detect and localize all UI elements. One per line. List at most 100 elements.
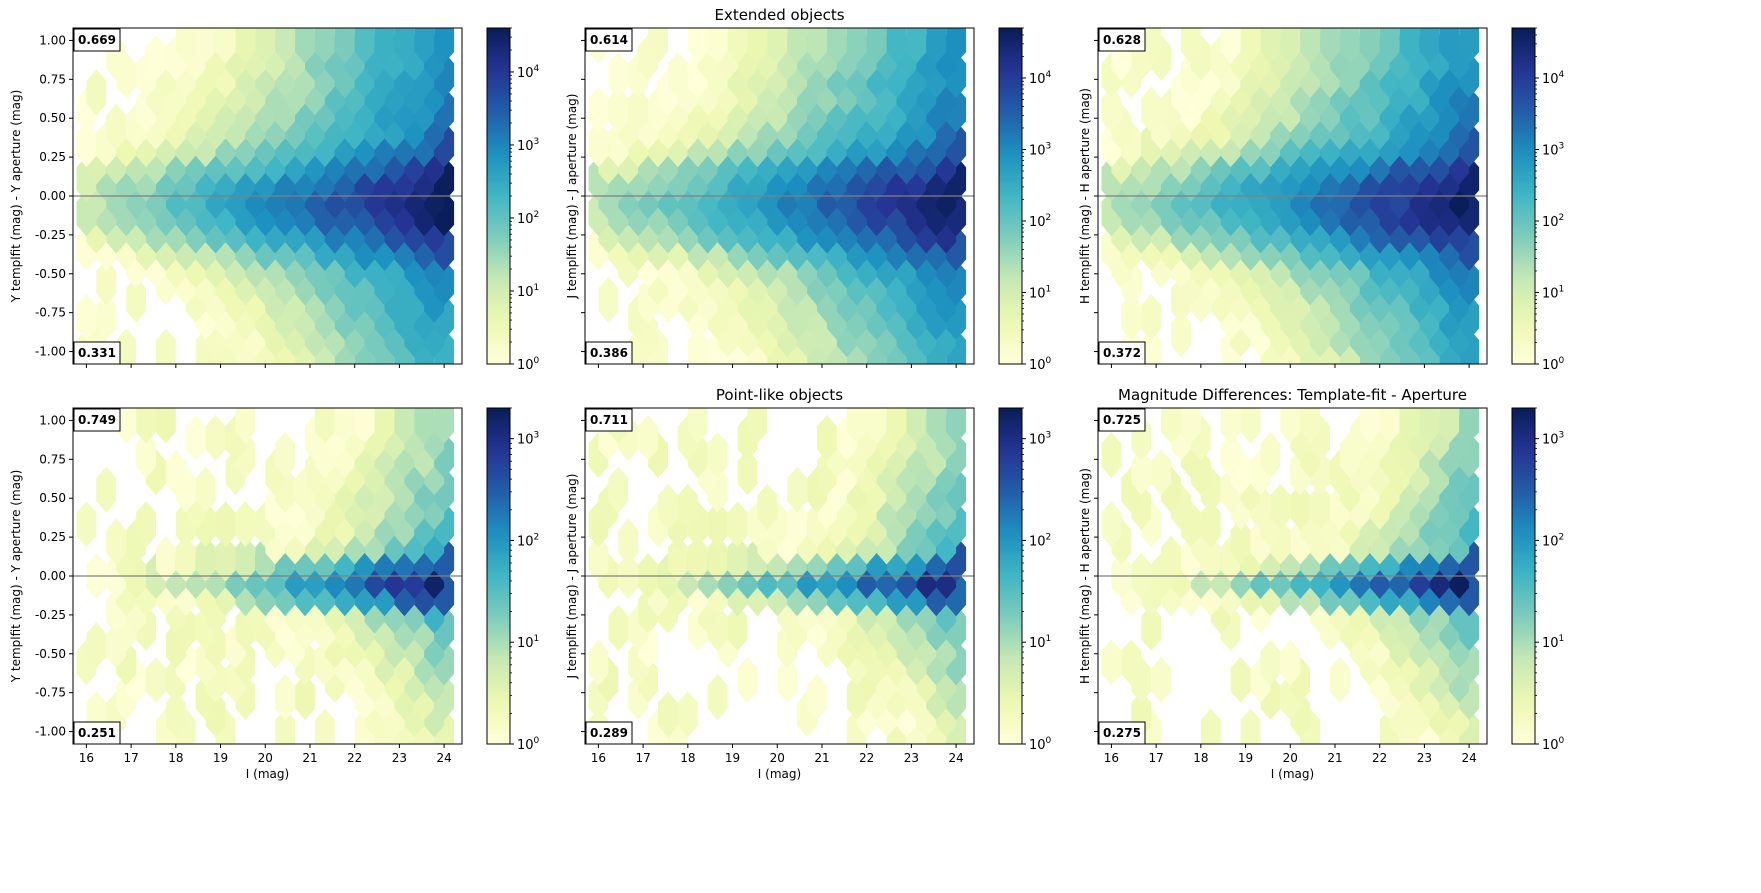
hex-bin bbox=[687, 328, 708, 364]
hex-bin bbox=[727, 604, 748, 651]
y-tick-label: 1.00 bbox=[39, 413, 66, 427]
hex-bin bbox=[205, 414, 226, 461]
fraction-below-box bbox=[73, 341, 121, 365]
x-tick-label: 24 bbox=[436, 751, 451, 765]
hex-bin bbox=[156, 408, 176, 444]
colorbar bbox=[998, 407, 1023, 745]
hex-bin bbox=[106, 518, 127, 565]
hex-bin bbox=[1101, 86, 1122, 133]
colorbar-tick-label: 103 bbox=[517, 431, 539, 448]
colorbar-tick-label: 100 bbox=[1029, 736, 1052, 753]
hex-bin bbox=[374, 408, 395, 444]
hex-bin bbox=[116, 328, 137, 364]
hex-bin bbox=[727, 501, 748, 548]
hex-bin bbox=[86, 69, 107, 116]
hex-bin bbox=[787, 466, 808, 513]
hex-bin bbox=[1240, 28, 1261, 64]
hex-bin bbox=[146, 656, 166, 703]
hex-bin bbox=[687, 535, 708, 582]
colorbar-tick-label: 103 bbox=[1029, 141, 1051, 158]
hex-bin bbox=[215, 535, 236, 582]
hex-bin bbox=[215, 28, 236, 64]
fraction-above-label: 0.711 bbox=[590, 413, 628, 427]
hex-bin bbox=[926, 28, 947, 64]
hex-bin bbox=[314, 28, 335, 64]
hex-bin bbox=[86, 622, 107, 669]
fraction-above-label: 0.749 bbox=[78, 413, 116, 427]
colorbar-tick-label: 104 bbox=[517, 64, 540, 81]
hex-bin bbox=[1161, 535, 1181, 582]
hex-bin bbox=[1359, 408, 1380, 444]
hex-bin bbox=[886, 28, 907, 64]
hex-bin bbox=[175, 535, 196, 582]
hex-bin bbox=[1330, 656, 1350, 703]
y-axis-label: J templfit (mag) - J aperture (mag) bbox=[565, 94, 579, 300]
hex-bin bbox=[1300, 408, 1321, 444]
hex-bin bbox=[1121, 639, 1142, 686]
fraction-above-label: 0.628 bbox=[1103, 33, 1141, 47]
hex-bin bbox=[1220, 28, 1241, 64]
hex-bin bbox=[946, 28, 967, 64]
hex-bin bbox=[668, 52, 688, 99]
hex-bin bbox=[334, 28, 355, 64]
hex-bin bbox=[1310, 483, 1330, 530]
hex-bin bbox=[906, 28, 927, 64]
hexbin-cells bbox=[76, 408, 455, 744]
y-tick-label: 0.00 bbox=[39, 569, 66, 583]
hex-bin bbox=[1339, 28, 1360, 64]
colorbar-tick-label: 102 bbox=[1542, 213, 1564, 230]
colorbar-tick-label: 100 bbox=[517, 356, 540, 373]
hex-bin bbox=[638, 414, 658, 461]
hex-bin bbox=[126, 276, 146, 323]
hex-bin bbox=[136, 501, 156, 548]
hex-bin bbox=[1101, 501, 1122, 548]
x-axis-label: I (mag) bbox=[758, 767, 801, 781]
colorbar-tick-label: 101 bbox=[517, 634, 539, 651]
y-tick-label: -0.75 bbox=[35, 306, 66, 320]
hex-bin bbox=[628, 86, 649, 133]
hexbin-panel-1: 1.00 0.75 0.50 0.25 0.00 -0.25 -0.50 -0.75 -1.00… bbox=[9, 27, 540, 373]
colorbar-tick-label: 103 bbox=[1542, 141, 1564, 158]
colorbar bbox=[486, 27, 511, 365]
y-tick-label: 1.00 bbox=[39, 33, 66, 47]
hex-bin bbox=[1230, 518, 1251, 565]
hex-bin bbox=[608, 466, 629, 513]
fraction-below-label: 0.289 bbox=[590, 726, 628, 740]
hex-bin bbox=[926, 408, 947, 444]
hex-bin bbox=[707, 432, 728, 479]
hex-bin bbox=[1181, 408, 1201, 444]
hex-bin bbox=[116, 408, 137, 444]
hex-bin bbox=[1141, 293, 1162, 340]
hex-bin bbox=[658, 691, 678, 738]
y-tick-label: 0.00 bbox=[39, 189, 66, 203]
hex-bin bbox=[136, 432, 156, 479]
hex-bin bbox=[146, 34, 166, 81]
fraction-above-box bbox=[585, 28, 633, 52]
hex-bin bbox=[658, 483, 678, 530]
panel-title: Extended objects bbox=[714, 6, 844, 24]
x-tick-label: 21 bbox=[814, 751, 829, 765]
hex-bin bbox=[185, 414, 206, 461]
colorbar-tick-label: 102 bbox=[517, 210, 539, 227]
x-tick-label: 21 bbox=[302, 751, 317, 765]
hex-bin bbox=[275, 673, 296, 720]
hex-bin bbox=[106, 103, 127, 150]
x-tick-label: 22 bbox=[859, 751, 874, 765]
hex-bin bbox=[1300, 28, 1321, 64]
hex-bin bbox=[76, 501, 97, 548]
colorbar-tick-label: 104 bbox=[1029, 70, 1052, 87]
hexbin-cells bbox=[76, 28, 455, 364]
hex-bin bbox=[1121, 293, 1142, 340]
colorbar-tick-label: 102 bbox=[1029, 213, 1051, 230]
hex-bin bbox=[588, 639, 609, 686]
y-tick-label: 0.75 bbox=[39, 72, 66, 86]
hex-bin bbox=[76, 121, 97, 168]
colorbar-tick-label: 101 bbox=[1542, 284, 1564, 301]
fraction-above-label: 0.725 bbox=[1103, 413, 1141, 427]
colorbar bbox=[1511, 407, 1536, 745]
hex-bin bbox=[334, 408, 355, 444]
hex-bin bbox=[374, 28, 395, 64]
y-tick-label: -0.25 bbox=[35, 228, 66, 242]
hex-bin bbox=[1220, 408, 1241, 444]
